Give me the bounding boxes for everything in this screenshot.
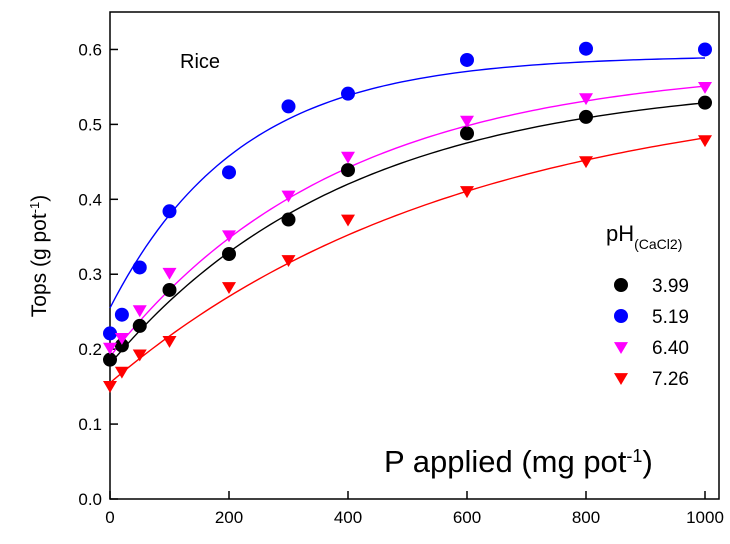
x-tick-label: 200 [215, 508, 243, 527]
data-point [222, 230, 236, 243]
legend-marker-7.26 [614, 373, 628, 385]
x-tick-label: 0 [105, 508, 114, 527]
y-tick-label: 0.6 [78, 40, 102, 59]
fit-lines [109, 57, 706, 384]
data-point [460, 186, 474, 199]
data-point [281, 99, 296, 114]
data-point [281, 255, 296, 267]
x-axis-title-main: P applied (mg pot [384, 444, 627, 479]
data-point [341, 151, 355, 164]
legend-label: 7.26 [652, 369, 689, 390]
data-point [132, 349, 147, 362]
legend-title: pH(CaCl2) [606, 221, 682, 252]
data-point [132, 305, 147, 318]
fit-line-3.99 [109, 102, 706, 365]
legend-title-sub: (CaCl2) [634, 236, 682, 252]
legend-label: 3.99 [652, 276, 689, 297]
data-points [103, 41, 712, 393]
y-tick-label: 0.2 [78, 340, 102, 359]
x-axis: 0 200 400 600 800 1000 [105, 491, 724, 527]
legend-marker-5.19 [614, 309, 628, 323]
data-point [579, 93, 593, 106]
data-point [222, 165, 236, 180]
legend-items: 3.99 5.19 6.40 7.26 [614, 276, 689, 390]
y-axis: 0.0 0.1 0.2 0.3 0.4 0.5 0.6 [78, 40, 118, 509]
x-axis-title-sup: -1 [626, 446, 642, 466]
legend-marker-3.99 [614, 278, 628, 292]
data-point [114, 366, 129, 379]
legend-label: 5.19 [652, 307, 689, 328]
y-tick-label: 0.0 [78, 490, 102, 509]
data-point [341, 214, 355, 227]
data-point [341, 163, 355, 178]
data-point [114, 333, 129, 345]
data-point [103, 326, 117, 341]
legend-title-main: pH [606, 221, 634, 246]
y-tick-label: 0.3 [78, 265, 102, 284]
data-point [114, 338, 129, 353]
y-tick-label: 0.4 [78, 190, 102, 209]
data-point [222, 247, 236, 262]
data-point [579, 156, 593, 169]
data-point [698, 42, 712, 57]
legend: pH(CaCl2) 3.99 5.19 6.40 7.26 [606, 221, 689, 390]
data-point [132, 318, 147, 333]
data-point [103, 380, 117, 393]
x-tick-label: 400 [334, 508, 362, 527]
data-point [460, 115, 474, 128]
x-tick-label: 800 [572, 508, 600, 527]
data-point [222, 282, 236, 294]
data-point [162, 204, 177, 219]
data-point [579, 109, 593, 124]
y-axis-title-close: ) [28, 195, 51, 202]
x-axis-title-close: ) [642, 444, 652, 479]
y-tick-label: 0.1 [78, 415, 102, 434]
y-axis-title: Tops (g pot-1) [27, 195, 52, 317]
legend-marker-6.40 [614, 342, 628, 354]
data-point [579, 41, 593, 56]
x-tick-label: 1000 [686, 508, 724, 527]
data-point [162, 282, 177, 297]
x-axis-title: P applied (mg pot-1) [384, 444, 653, 479]
data-point [460, 52, 474, 67]
plot-frame [109, 11, 720, 500]
data-point [698, 82, 712, 94]
data-point [281, 212, 296, 227]
fit-line-7.26 [109, 137, 706, 384]
rice-annotation: Rice [180, 51, 220, 73]
y-tick-label: 0.5 [78, 115, 102, 134]
data-point [460, 126, 474, 141]
data-point [162, 267, 177, 280]
fit-line-6.40 [109, 85, 706, 358]
data-point [162, 336, 177, 348]
y-axis-title-sup: -1 [27, 202, 42, 214]
plot-area-border [109, 11, 720, 500]
data-point [281, 190, 296, 203]
data-point [132, 260, 147, 275]
data-point [103, 352, 117, 367]
x-tick-label: 600 [453, 508, 481, 527]
data-point [341, 86, 355, 101]
legend-label: 6.40 [652, 338, 689, 359]
y-axis-title-main: Tops (g pot [28, 213, 51, 317]
data-point [103, 342, 117, 355]
data-point [698, 135, 712, 148]
data-point [114, 307, 129, 322]
fit-line-5.19 [109, 57, 706, 309]
data-point [698, 95, 712, 110]
